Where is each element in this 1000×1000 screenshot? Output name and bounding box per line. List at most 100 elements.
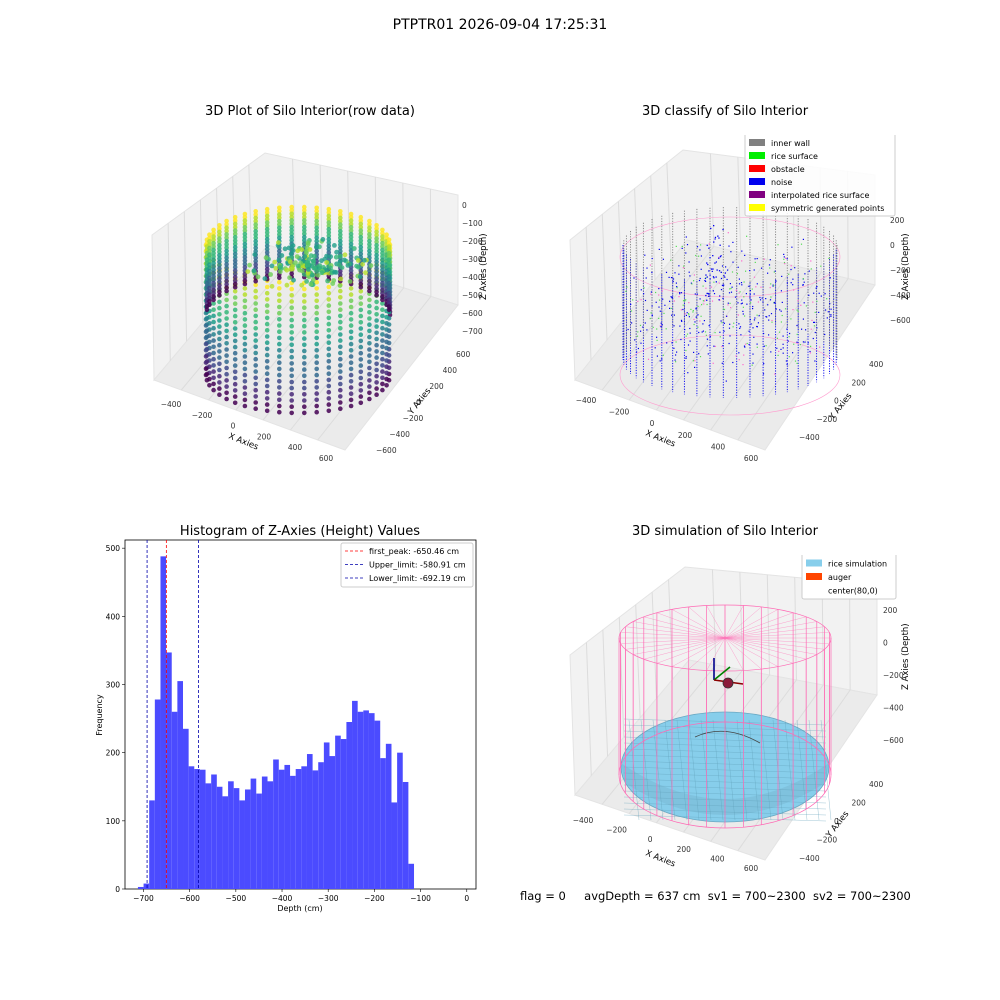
raw-data-point	[253, 356, 258, 362]
classified-point	[787, 340, 789, 342]
noise-point	[712, 276, 715, 278]
raw-data-point	[304, 279, 309, 284]
grid-line	[180, 253, 296, 391]
classified-point	[702, 300, 704, 302]
classified-point	[778, 350, 780, 352]
classified-point	[688, 302, 690, 304]
classified-point	[684, 313, 686, 315]
raw-data-point	[232, 214, 238, 220]
raw-data-point	[242, 360, 248, 365]
raw-data-point	[345, 263, 351, 268]
classified-point	[704, 277, 706, 280]
classified-point	[728, 327, 731, 329]
legend-swatch	[749, 178, 765, 185]
raw-data-point	[217, 361, 222, 367]
raw-data-point	[232, 357, 238, 362]
raw-data-point	[277, 329, 282, 334]
x-tick-label: −100	[410, 894, 431, 903]
histogram-bar	[205, 783, 212, 889]
classified-point	[705, 287, 707, 289]
raw-data-point	[314, 335, 319, 341]
classified-point	[739, 327, 741, 329]
raw-data-point	[211, 369, 216, 374]
raw-data-point	[367, 275, 372, 280]
silo-roof-spoke	[724, 616, 807, 639]
raw-data-point	[314, 360, 319, 365]
raw-data-point	[367, 297, 372, 303]
classified-point	[756, 258, 758, 260]
raw-data-point	[302, 234, 307, 240]
raw-data-point	[207, 242, 212, 247]
raw-data-point	[380, 301, 385, 306]
classified-point	[740, 303, 742, 305]
classified-point	[818, 292, 820, 294]
classified-point	[802, 278, 804, 280]
classified-point	[633, 277, 635, 279]
legend-label: noise	[771, 178, 792, 187]
raw-data-point	[348, 215, 354, 220]
raw-data-point	[310, 277, 316, 283]
raw-data-point	[211, 244, 216, 249]
raw-data-point	[264, 250, 270, 255]
raw-data-point	[207, 245, 212, 251]
raw-data-point	[302, 241, 307, 247]
histogram-bar	[306, 754, 313, 889]
classified-point	[738, 283, 741, 285]
classified-point	[700, 268, 702, 270]
classified-point	[766, 316, 768, 318]
raw-data-point	[367, 288, 372, 294]
classified-point	[762, 301, 764, 303]
raw-data-point	[380, 338, 385, 343]
simulation-z-tick-label: −200	[883, 671, 904, 680]
raw-data-point	[264, 246, 270, 252]
raw-data-point	[348, 268, 354, 273]
raw-data-point	[380, 230, 385, 236]
histogram-bar	[216, 786, 223, 889]
raw-data-point	[337, 283, 343, 288]
classified-point	[680, 338, 682, 341]
raw-data-point	[211, 294, 216, 299]
raw-data-point	[314, 372, 319, 378]
raw-data-point	[242, 228, 248, 233]
raw-data-point	[232, 241, 238, 247]
raw-data-point	[374, 256, 379, 261]
raw-data-point	[289, 404, 294, 410]
classified-point	[652, 326, 654, 328]
classified-point	[660, 322, 662, 324]
raw-data-point	[374, 283, 379, 288]
raw-data-point	[242, 275, 248, 280]
raw-data-point	[314, 218, 319, 224]
raw-data-point	[306, 257, 312, 262]
raw-data-point	[232, 394, 238, 399]
raw-data-point	[289, 238, 294, 243]
raw-data-point	[224, 242, 229, 247]
classified-point	[693, 323, 695, 326]
classified-point	[729, 302, 731, 304]
raw-data-point	[295, 263, 301, 269]
raw-data-point	[211, 290, 216, 296]
classified-point	[720, 255, 722, 257]
silo-roof-spoke	[724, 612, 794, 639]
classified-point	[824, 309, 827, 311]
raw-data-point	[294, 254, 300, 259]
raw-data-point	[326, 230, 332, 235]
classified-point	[775, 280, 777, 282]
raw-data-point	[358, 369, 364, 375]
raw-data-point	[224, 262, 229, 267]
classified-point	[782, 347, 784, 349]
classified-point	[688, 316, 690, 318]
classified-point	[803, 281, 805, 283]
raw-data-point	[374, 373, 379, 379]
raw-data-point	[217, 312, 222, 317]
silo-roof-spoke	[620, 632, 726, 639]
raw-data-point	[203, 317, 209, 322]
classified-point	[729, 288, 731, 290]
raw-data-point	[374, 263, 379, 268]
raw-data-point	[362, 257, 367, 263]
classified-point	[753, 293, 755, 295]
raw-data-point	[211, 270, 216, 276]
raw-data-point	[302, 286, 307, 292]
classified-point	[659, 325, 661, 327]
classified-point	[642, 326, 644, 328]
classified-point	[786, 328, 788, 330]
